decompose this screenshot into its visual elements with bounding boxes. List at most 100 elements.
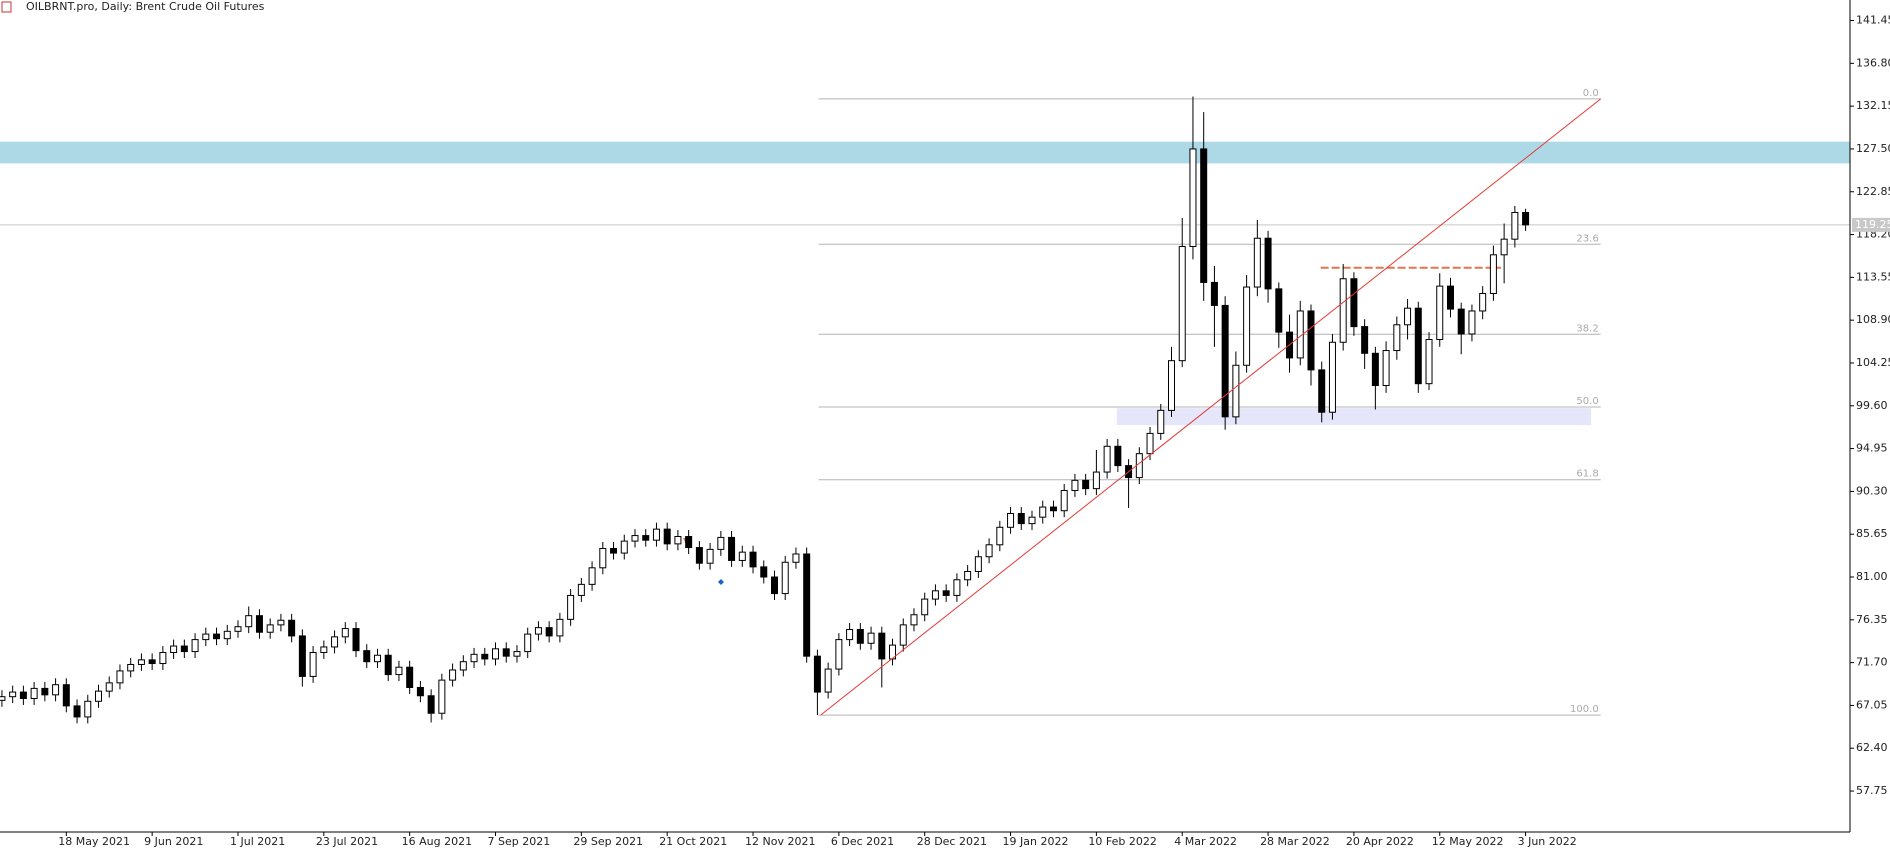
candle-body <box>1264 237 1272 290</box>
x-tick-label: 29 Sep 2021 <box>573 835 643 848</box>
candle-body <box>406 666 414 688</box>
candle-body <box>824 668 832 693</box>
candle-body <box>1060 489 1068 512</box>
candle-body <box>663 528 671 545</box>
candle-body <box>846 628 854 641</box>
fib-label: 38.2 <box>1576 323 1598 334</box>
candle-body <box>921 598 929 616</box>
candle-body <box>1146 432 1154 455</box>
candle-body <box>856 628 864 644</box>
candle-body <box>1404 307 1412 326</box>
price-zone <box>0 141 1850 164</box>
candle-body <box>1500 238 1508 256</box>
candle-body <box>137 659 145 665</box>
candle-body <box>610 547 618 554</box>
symbol-icon <box>1 1 12 13</box>
candle-body <box>363 650 371 663</box>
y-tick-label: 127.50 <box>1856 142 1890 155</box>
candle-body <box>749 551 757 568</box>
candle-body <box>213 633 221 640</box>
candle-body <box>62 684 70 707</box>
candle-body <box>813 655 821 693</box>
candle-body <box>202 633 210 641</box>
current-price-label: 119.25 <box>1855 218 1890 231</box>
candle-body <box>685 536 693 549</box>
x-tick-label: 3 Jun 2022 <box>1518 835 1577 848</box>
candle-body <box>910 614 918 626</box>
candle-body <box>159 651 167 665</box>
candle-body <box>770 576 778 595</box>
candle-body <box>459 661 467 671</box>
x-tick-label: 16 Aug 2021 <box>402 835 472 848</box>
candle-body <box>95 690 102 702</box>
candle-body <box>234 626 242 632</box>
candle-body <box>116 670 124 684</box>
y-tick-label: 141.45 <box>1856 14 1890 27</box>
x-tick-label: 20 Apr 2022 <box>1346 835 1414 848</box>
fib-label: 50.0 <box>1576 396 1598 407</box>
candle-body <box>642 535 650 541</box>
candle-body <box>1168 360 1175 411</box>
candle-body <box>1489 254 1497 294</box>
candle-body <box>492 648 500 660</box>
candle-body <box>534 627 542 635</box>
candle-body <box>320 646 328 653</box>
candle-body <box>148 659 156 665</box>
candle-body <box>964 570 972 581</box>
x-tick-label: 12 Nov 2021 <box>745 835 815 848</box>
candle-body <box>1328 341 1336 413</box>
candle-body <box>1446 285 1454 310</box>
candle-body <box>1189 148 1197 248</box>
candle-body <box>1414 307 1422 385</box>
candle-body <box>470 653 478 663</box>
candle-body <box>331 636 339 648</box>
candle-body <box>427 695 435 714</box>
candle-body <box>1178 246 1186 362</box>
candle-body <box>1457 308 1465 335</box>
candle-body <box>52 684 60 696</box>
candle-body <box>84 700 92 718</box>
y-tick-label: 99.60 <box>1856 399 1888 412</box>
candle-body <box>760 566 768 578</box>
fib-label: 61.8 <box>1576 469 1598 480</box>
y-tick-label: 67.05 <box>1856 698 1888 711</box>
x-tick-label: 4 Mar 2022 <box>1174 835 1237 848</box>
candle-body <box>9 691 17 698</box>
candle-body <box>792 553 800 563</box>
fib-label: 0.0 <box>1583 88 1599 99</box>
candle-body <box>373 654 381 663</box>
candle-body <box>1468 310 1476 335</box>
candle-body <box>395 666 403 676</box>
candle-body <box>588 567 596 585</box>
candle-body <box>1393 324 1401 352</box>
x-tick-label: 12 May 2022 <box>1432 835 1504 848</box>
candle-body <box>1243 286 1251 366</box>
candle-body <box>41 687 49 696</box>
candle-body <box>867 632 875 644</box>
x-tick-label: 1 Jul 2021 <box>230 835 285 848</box>
candle-body <box>1114 445 1122 467</box>
x-tick-label: 23 Jul 2021 <box>316 835 378 848</box>
candle-body <box>245 615 253 628</box>
x-tick-label: 7 Sep 2021 <box>488 835 551 848</box>
candle-body <box>1275 288 1283 333</box>
candle-body <box>277 619 285 626</box>
candle-body <box>996 526 1004 546</box>
candle-body <box>513 651 521 657</box>
y-tick-label: 90.30 <box>1856 484 1888 497</box>
x-tick-label: 18 May 2021 <box>58 835 130 848</box>
y-tick-label: 94.95 <box>1856 442 1888 455</box>
y-tick-label: 113.55 <box>1856 270 1890 283</box>
candle-body <box>1049 506 1057 512</box>
candle-body <box>309 651 317 677</box>
candle-body <box>170 645 178 653</box>
y-tick-label: 62.40 <box>1856 741 1888 754</box>
candle-body <box>620 540 628 554</box>
trendline <box>820 98 1602 716</box>
candle-body <box>524 633 532 653</box>
candle-body <box>717 536 725 550</box>
candle-body <box>1092 471 1100 490</box>
candle-body <box>631 535 639 542</box>
